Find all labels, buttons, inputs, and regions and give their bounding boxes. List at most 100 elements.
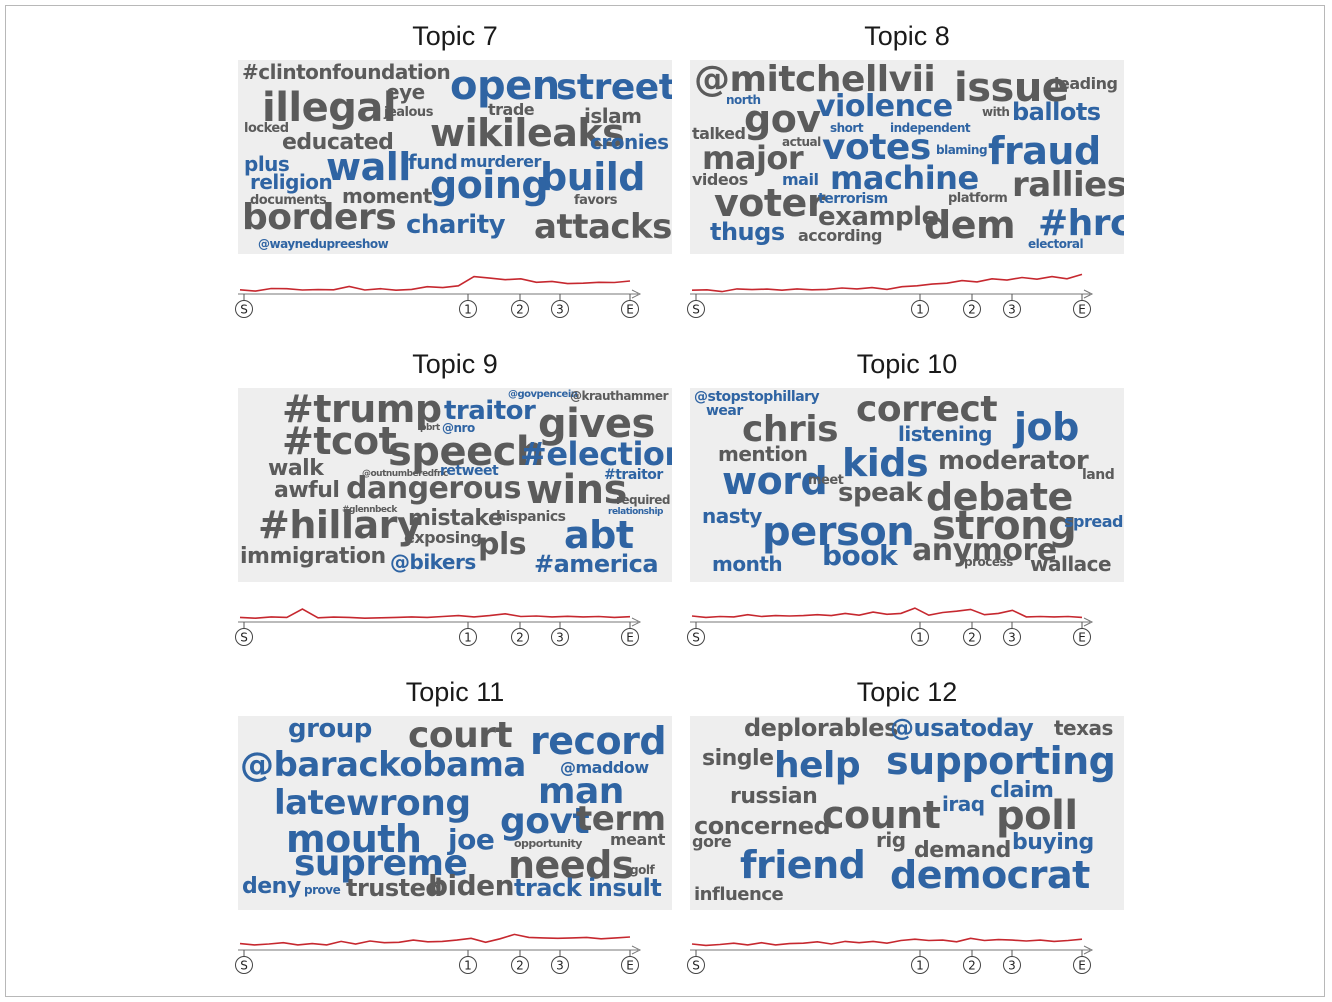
topic-title: Topic 11: [405, 677, 505, 707]
cloud-word: @stopstophillary: [694, 389, 820, 405]
milestone-label: 3: [556, 303, 564, 317]
cloud-word: terrorism: [818, 191, 888, 207]
cloud-word: mistake: [408, 506, 503, 531]
word-cloud: group court record @barackobama @maddow man la…: [238, 716, 672, 910]
cloud-word: mail: [782, 170, 819, 189]
milestone-marker: [459, 956, 477, 974]
topic-timeline: S 1 2 3 E: [235, 590, 672, 650]
cloud-word: religion: [250, 170, 333, 194]
milestone-marker: [235, 300, 253, 318]
milestone-label: E: [1078, 303, 1086, 317]
topic-panel: Topic 10 @stopstophillary wear correct chris…: [687, 328, 1124, 650]
cloud-word: influence: [694, 884, 784, 905]
cloud-word: moment: [342, 184, 432, 208]
cloud-word: late: [274, 783, 346, 823]
timeline-svg: S 1 2 3 E: [235, 608, 642, 646]
cloud-word: speak: [838, 478, 923, 508]
axis-arrow-icon: [631, 945, 642, 955]
topic-title: Topic 7: [412, 21, 498, 51]
cloud-word: independent: [890, 121, 971, 135]
cloud-word: job: [1014, 405, 1079, 449]
cloud-word: #clintonfoundation: [242, 60, 451, 84]
milestone-marker: [459, 628, 477, 646]
cloud-word: claim: [990, 778, 1054, 803]
topic-panel: Topic 12 deplorables @usatoday texas single h…: [687, 656, 1124, 978]
cloud-word: jealous: [384, 105, 433, 120]
cloud-word: retweet: [440, 463, 499, 479]
word-cloud: #trump @govpencein @krauthammer traitor give…: [238, 388, 672, 582]
cloud-word: chris: [742, 409, 839, 450]
cloud-word: dem: [924, 203, 1016, 247]
milestone-label: S: [692, 959, 700, 973]
milestone-label: 1: [916, 303, 924, 317]
topic-timeline: S 1 2 3 E: [687, 590, 1124, 650]
cloud-word: demand: [914, 838, 1011, 863]
word-cloud: @stopstophillary wear correct chris job liste…: [690, 388, 1124, 582]
milestone-label: 2: [968, 631, 976, 645]
cloud-word: spread: [1064, 512, 1123, 531]
trend-line: [691, 607, 1083, 619]
trend-line: [239, 608, 631, 620]
topic-panel: Topic 8 @mitchellvii issue leading north viol…: [687, 0, 1124, 320]
milestone-marker: [911, 300, 929, 318]
timeline-svg: S 1 2 3 E: [687, 607, 1094, 646]
cloud-word: relationship: [608, 507, 663, 517]
cloud-word: iraq: [942, 792, 985, 816]
cloud-word: help: [774, 745, 861, 786]
cloud-word: build: [540, 155, 646, 199]
cloud-word: traitor: [444, 396, 536, 426]
cloud-word: @waynedupreeshow: [258, 237, 389, 251]
milestone-label: 2: [516, 631, 524, 645]
cloud-word: pbrt: [420, 423, 440, 433]
milestone-label: 3: [1008, 303, 1016, 317]
cloud-word: supreme: [294, 843, 468, 884]
topic-timeline: S 1 2 3 E: [687, 918, 1124, 978]
cloud-word: locked: [244, 121, 289, 136]
cloud-word: man: [538, 771, 624, 812]
milestone-label: E: [626, 303, 634, 317]
topic-title: Topic 9: [412, 349, 498, 379]
trend-line: [239, 275, 631, 292]
cloud-word: north: [726, 93, 761, 107]
milestone-label: E: [626, 959, 634, 973]
milestone-marker: [1073, 300, 1091, 318]
cloud-word: #trump: [282, 388, 442, 431]
cloud-word: wikileaks: [430, 111, 625, 155]
cloud-word: process: [964, 555, 1013, 569]
cloud-word: wall: [326, 145, 411, 189]
cloud-word: opportunity: [514, 837, 582, 850]
milestone-marker: [963, 300, 981, 318]
milestone-label: 2: [968, 959, 976, 973]
cloud-word: thugs: [710, 218, 785, 246]
cloud-word: needs: [508, 843, 634, 887]
cloud-word: #glennbeck: [342, 505, 397, 515]
milestone-marker: [911, 628, 929, 646]
cloud-word: talked: [692, 124, 746, 143]
cloud-word: borders: [242, 197, 397, 238]
milestone-marker: [911, 956, 929, 974]
topic-panel: Topic 7 #clintonfoundation eye open street il…: [235, 0, 672, 320]
cloud-word: @mitchellvii: [694, 60, 936, 100]
cloud-word: deny: [242, 874, 301, 899]
cloud-word: charity: [406, 210, 506, 240]
cloud-word: electoral: [1028, 237, 1084, 251]
cloud-word: exposing: [404, 528, 482, 547]
milestone-marker: [1003, 300, 1021, 318]
milestone-label: 3: [556, 631, 564, 645]
cloud-word: rallies: [1012, 165, 1124, 205]
milestone-label: S: [692, 303, 700, 317]
milestone-marker: [235, 956, 253, 974]
cloud-word: major: [702, 139, 804, 177]
cloud-word: wallace: [1030, 552, 1112, 576]
cloud-word: with: [982, 105, 1010, 119]
milestone-label: S: [240, 631, 248, 645]
milestone-marker: [511, 300, 529, 318]
cloud-word: person: [762, 509, 915, 555]
milestone-marker: [459, 300, 477, 318]
cloud-word: trade: [488, 100, 535, 119]
milestone-marker: [687, 956, 705, 974]
milestone-marker: [621, 300, 639, 318]
cloud-word: gore: [692, 832, 732, 851]
cloud-word: strong: [932, 503, 1077, 549]
cloud-word: platform: [948, 191, 1008, 206]
